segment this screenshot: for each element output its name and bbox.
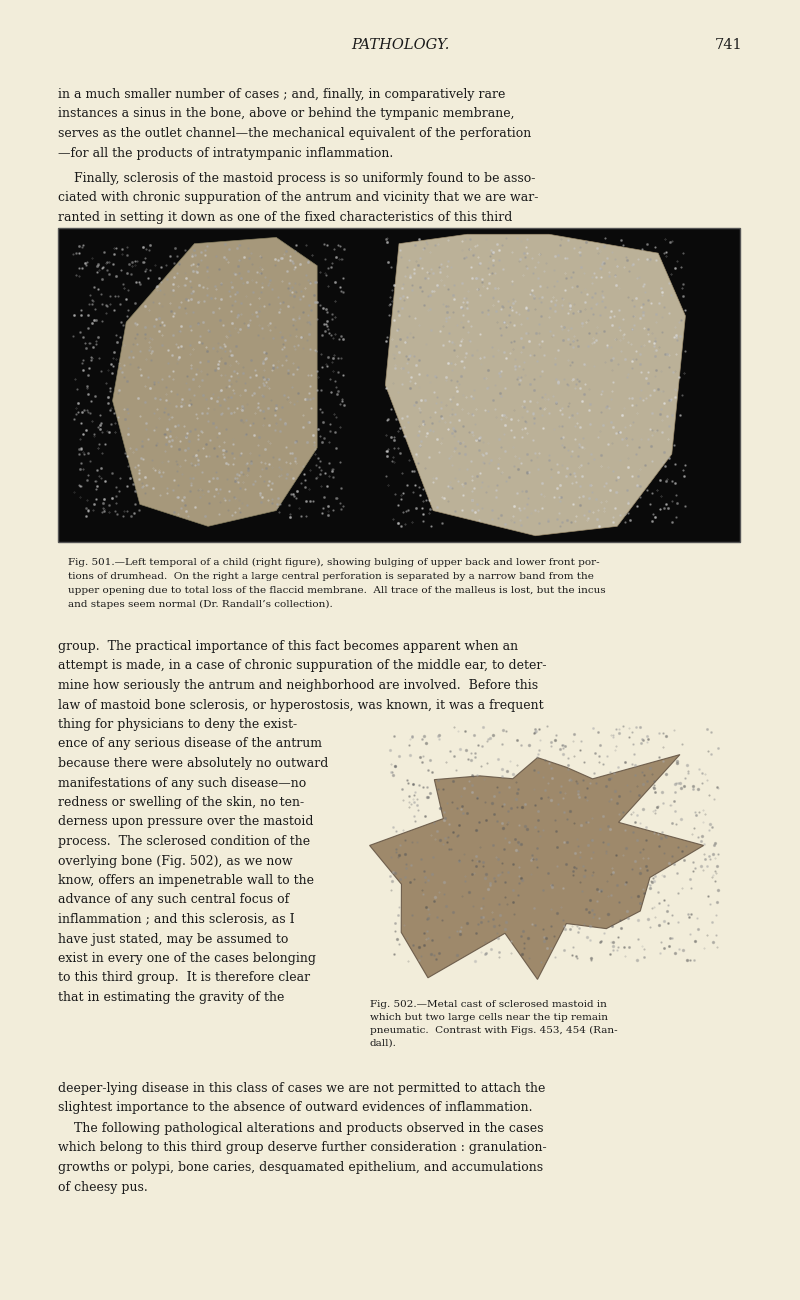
Text: of cheesy pus.: of cheesy pus. — [58, 1180, 148, 1193]
Text: 741: 741 — [714, 38, 742, 52]
Text: process.  The sclerosed condition of the: process. The sclerosed condition of the — [58, 835, 310, 848]
Text: pneumatic.  Contrast with Figs. 453, 454 (Ran-: pneumatic. Contrast with Figs. 453, 454 … — [370, 1026, 618, 1035]
Text: advance of any such central focus of: advance of any such central focus of — [58, 893, 290, 906]
Text: ranted in setting it down as one of the fixed characteristics of this third: ranted in setting it down as one of the … — [58, 211, 513, 224]
Text: mine how seriously the antrum and neighborhood are involved.  Before this: mine how seriously the antrum and neighb… — [58, 679, 538, 692]
Text: attempt is made, in a case of chronic suppuration of the middle ear, to deter-: attempt is made, in a case of chronic su… — [58, 659, 547, 672]
Text: manifestations of any such disease—no: manifestations of any such disease—no — [58, 776, 306, 789]
Text: ence of any serious disease of the antrum: ence of any serious disease of the antru… — [58, 737, 322, 750]
Text: overlying bone (Fig. 502), as we now: overlying bone (Fig. 502), as we now — [58, 854, 293, 867]
Text: and stapes seem normal (Dr. Randall’s collection).: and stapes seem normal (Dr. Randall’s co… — [69, 601, 333, 610]
Text: know, offers an impenetrable wall to the: know, offers an impenetrable wall to the — [58, 874, 314, 887]
Text: growths or polypi, bone caries, desquamated epithelium, and accumulations: growths or polypi, bone caries, desquama… — [58, 1161, 543, 1174]
Text: Fig. 502.—Metal cast of sclerosed mastoid in: Fig. 502.—Metal cast of sclerosed mastoi… — [370, 1000, 607, 1009]
Text: dall).: dall). — [370, 1039, 397, 1048]
Text: law of mastoid bone sclerosis, or hyperostosis, was known, it was a frequent: law of mastoid bone sclerosis, or hypero… — [58, 698, 544, 711]
Text: serves as the outlet channel—the mechanical equivalent of the perforation: serves as the outlet channel—the mechani… — [58, 127, 532, 140]
Text: inflammation ; and this sclerosis, as I: inflammation ; and this sclerosis, as I — [58, 913, 295, 926]
Text: exist in every one of the cases belonging: exist in every one of the cases belongin… — [58, 952, 316, 965]
Text: in a much smaller number of cases ; and, finally, in comparatively rare: in a much smaller number of cases ; and,… — [58, 88, 506, 101]
Text: The following pathological alterations and products observed in the cases: The following pathological alterations a… — [58, 1122, 544, 1135]
Text: slightest importance to the absence of outward evidences of inflammation.: slightest importance to the absence of o… — [58, 1101, 533, 1114]
Text: derness upon pressure over the mastoid: derness upon pressure over the mastoid — [58, 815, 314, 828]
Polygon shape — [113, 238, 317, 526]
Text: which but two large cells near the tip remain: which but two large cells near the tip r… — [370, 1013, 608, 1022]
Text: Fig. 501.—Left temporal of a child (right figure), showing bulging of upper back: Fig. 501.—Left temporal of a child (righ… — [69, 558, 600, 567]
Text: tions of drumhead.  On the right a large central perforation is separated by a n: tions of drumhead. On the right a large … — [69, 572, 594, 581]
Polygon shape — [386, 234, 686, 536]
Text: Finally, sclerosis of the mastoid process is so uniformly found to be asso-: Finally, sclerosis of the mastoid proces… — [58, 172, 536, 185]
Text: —for all the products of intratympanic inflammation.: —for all the products of intratympanic i… — [58, 147, 394, 160]
Text: have just stated, may be assumed to: have just stated, may be assumed to — [58, 932, 289, 945]
Text: because there were absolutely no outward: because there were absolutely no outward — [58, 757, 329, 770]
Text: thing for physicians to deny the exist-: thing for physicians to deny the exist- — [58, 718, 298, 731]
Polygon shape — [370, 754, 704, 979]
Text: group.  The practical importance of this fact becomes apparent when an: group. The practical importance of this … — [58, 640, 518, 653]
Text: upper opening due to total loss of the flaccid membrane.  All trace of the malle: upper opening due to total loss of the f… — [69, 586, 606, 595]
Text: to this third group.  It is therefore clear: to this third group. It is therefore cle… — [58, 971, 310, 984]
Text: ciated with chronic suppuration of the antrum and vicinity that we are war-: ciated with chronic suppuration of the a… — [58, 191, 538, 204]
Bar — [380, 712, 730, 991]
Text: that in estimating the gravity of the: that in estimating the gravity of the — [58, 991, 285, 1004]
Text: redness or swelling of the skin, no ten-: redness or swelling of the skin, no ten- — [58, 796, 305, 809]
Text: which belong to this third group deserve further consideration : granulation-: which belong to this third group deserve… — [58, 1141, 547, 1154]
Text: PATHOLOGY.: PATHOLOGY. — [351, 38, 449, 52]
Text: instances a sinus in the bone, above or behind the tympanic membrane,: instances a sinus in the bone, above or … — [58, 108, 515, 121]
Text: deeper-lying disease in this class of cases we are not permitted to attach the: deeper-lying disease in this class of ca… — [58, 1082, 546, 1095]
Bar — [58, 227, 740, 542]
